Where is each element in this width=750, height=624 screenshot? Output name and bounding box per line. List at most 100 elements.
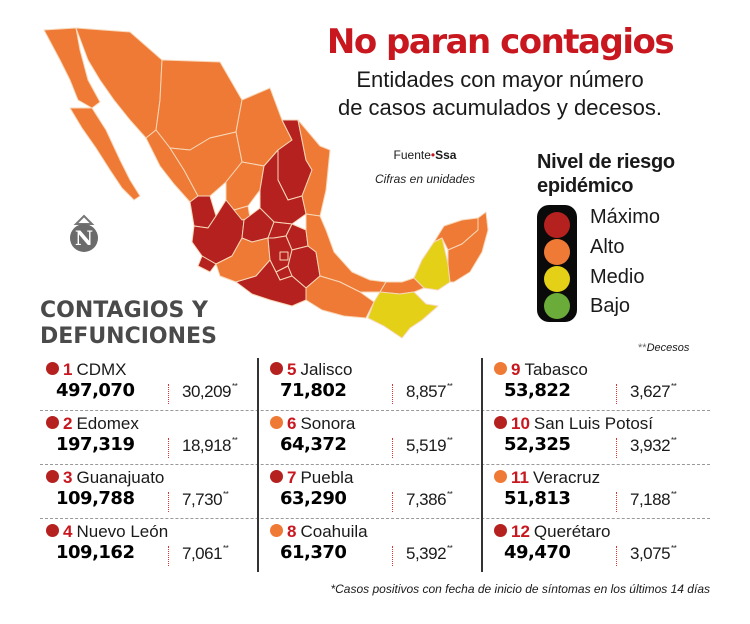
state-name: Guanajuato (76, 468, 165, 487)
state-baja-california (43, 27, 101, 109)
legend-title-line-2: epidémico (537, 175, 634, 197)
state-deaths: 7,188** (630, 490, 677, 509)
states-column-3: 9 Tabasco 53,822 3,627** 10 San Luis Potos… (488, 356, 703, 572)
state-deaths: 18,918** (182, 436, 238, 455)
map-svg (43, 27, 489, 339)
state-rank: 3 (63, 468, 73, 487)
units-note: Cifras en unidades (374, 172, 476, 186)
risk-dot-icon (46, 362, 59, 375)
state-cases: 52,325 (504, 434, 571, 455)
state-deaths: 5,392** (406, 544, 453, 563)
state-name: CDMX (76, 360, 127, 379)
traffic-light-icon (537, 205, 577, 322)
row-divider (40, 410, 710, 411)
state-deaths: 7,061** (182, 544, 229, 563)
state-name: Edomex (76, 414, 139, 433)
footnote: *Casos positivos con fecha de inicio de … (330, 582, 710, 596)
state-rank: 5 (287, 360, 297, 379)
value-divider (392, 546, 393, 566)
north-indicator-icon: N (66, 214, 102, 254)
risk-dot-icon (46, 470, 59, 483)
headline: No paran contagios (326, 22, 675, 62)
value-divider (168, 438, 169, 458)
legend-label-maximo: Máximo (590, 206, 661, 228)
state-rank: 6 (287, 414, 297, 433)
state-entry: 11 Veracruz 51,813 7,188** (488, 464, 703, 518)
light-medio-icon (544, 266, 570, 292)
state-rank: 9 (511, 360, 521, 379)
state-cases: 51,813 (504, 488, 571, 509)
mexico-risk-map (30, 20, 490, 340)
state-rank: 2 (63, 414, 73, 433)
state-entry: 8 Coahuila 61,370 5,392** (264, 518, 479, 572)
subheadline-line-2: de casos acumulados y decesos. (337, 95, 663, 120)
source-org: Ssa (435, 148, 457, 162)
state-entry: 6 Sonora 64,372 5,519** (264, 410, 479, 464)
light-bajo-icon (544, 293, 570, 319)
state-baja-california-sur (69, 107, 141, 201)
state-entry: 2 Edomex 197,319 18,918** (40, 410, 255, 464)
state-cases: 71,802 (280, 380, 347, 401)
states-table: 1 CDMX 497,070 30,209** 2 Edomex 197,319 1… (40, 356, 710, 572)
risk-dot-icon (494, 470, 507, 483)
state-rank: 11 (511, 468, 529, 487)
state-name: Veracruz (532, 468, 601, 487)
state-cases: 61,370 (280, 542, 347, 563)
state-cases: 109,162 (56, 542, 135, 563)
states-column-1: 1 CDMX 497,070 30,209** 2 Edomex 197,319 1… (40, 356, 255, 572)
value-divider (616, 492, 617, 512)
risk-dot-icon (270, 470, 283, 483)
state-rank: 7 (287, 468, 297, 487)
svg-text:N: N (75, 226, 93, 250)
column-divider (257, 358, 259, 572)
state-entry: 3 Guanajuato 109,788 7,730** (40, 464, 255, 518)
state-name: Puebla (300, 468, 354, 487)
risk-dot-icon (494, 416, 507, 429)
value-divider (616, 546, 617, 566)
state-chiapas (367, 291, 439, 339)
legend-label-alto: Alto (590, 236, 625, 258)
state-name: Tabasco (524, 360, 588, 379)
value-divider (616, 384, 617, 404)
state-cases: 49,470 (504, 542, 571, 563)
state-deaths: 3,932** (630, 436, 677, 455)
state-cases: 64,372 (280, 434, 347, 455)
state-entry: 1 CDMX 497,070 30,209** (40, 356, 255, 410)
light-alto-icon (544, 239, 570, 265)
state-oaxaca (305, 275, 375, 319)
legend-label-medio: Medio (590, 266, 645, 288)
state-deaths: 3,075** (630, 544, 677, 563)
state-colima (197, 255, 217, 273)
state-deaths: 3,627** (630, 382, 677, 401)
state-cases: 53,822 (504, 380, 571, 401)
source-credit: Fuente•Ssa (370, 148, 480, 162)
value-divider (168, 546, 169, 566)
risk-dot-icon (46, 524, 59, 537)
state-campeche (413, 237, 451, 291)
state-quintana-roo (447, 211, 489, 283)
source-bullet-icon: • (430, 148, 436, 162)
state-entry: 7 Puebla 63,290 7,386** (264, 464, 479, 518)
light-maximo-icon (544, 212, 570, 238)
risk-dot-icon (270, 416, 283, 429)
row-divider (40, 464, 710, 465)
state-entry: 10 San Luis Potosí 52,325 3,932** (488, 410, 703, 464)
state-rank: 12 (511, 522, 530, 541)
state-entry: 5 Jalisco 71,802 8,857** (264, 356, 479, 410)
state-name: Jalisco (300, 360, 353, 379)
state-rank: 10 (511, 414, 530, 433)
risk-dot-icon (270, 524, 283, 537)
state-cases: 197,319 (56, 434, 135, 455)
subheadline: Entidades con mayor número de casos acum… (300, 66, 700, 122)
state-cases: 109,788 (56, 488, 135, 509)
value-divider (392, 492, 393, 512)
state-entry: 4 Nuevo León 109,162 7,061** (40, 518, 255, 572)
source-label: Fuente (393, 148, 431, 162)
state-cases: 63,290 (280, 488, 347, 509)
state-name: Nuevo León (76, 522, 169, 541)
state-rank: 4 (63, 522, 73, 541)
state-name: Coahuila (300, 522, 368, 541)
legend-label-bajo: Bajo (590, 295, 631, 317)
subheadline-line-1: Entidades con mayor número (356, 67, 644, 92)
state-deaths: 7,386** (406, 490, 453, 509)
